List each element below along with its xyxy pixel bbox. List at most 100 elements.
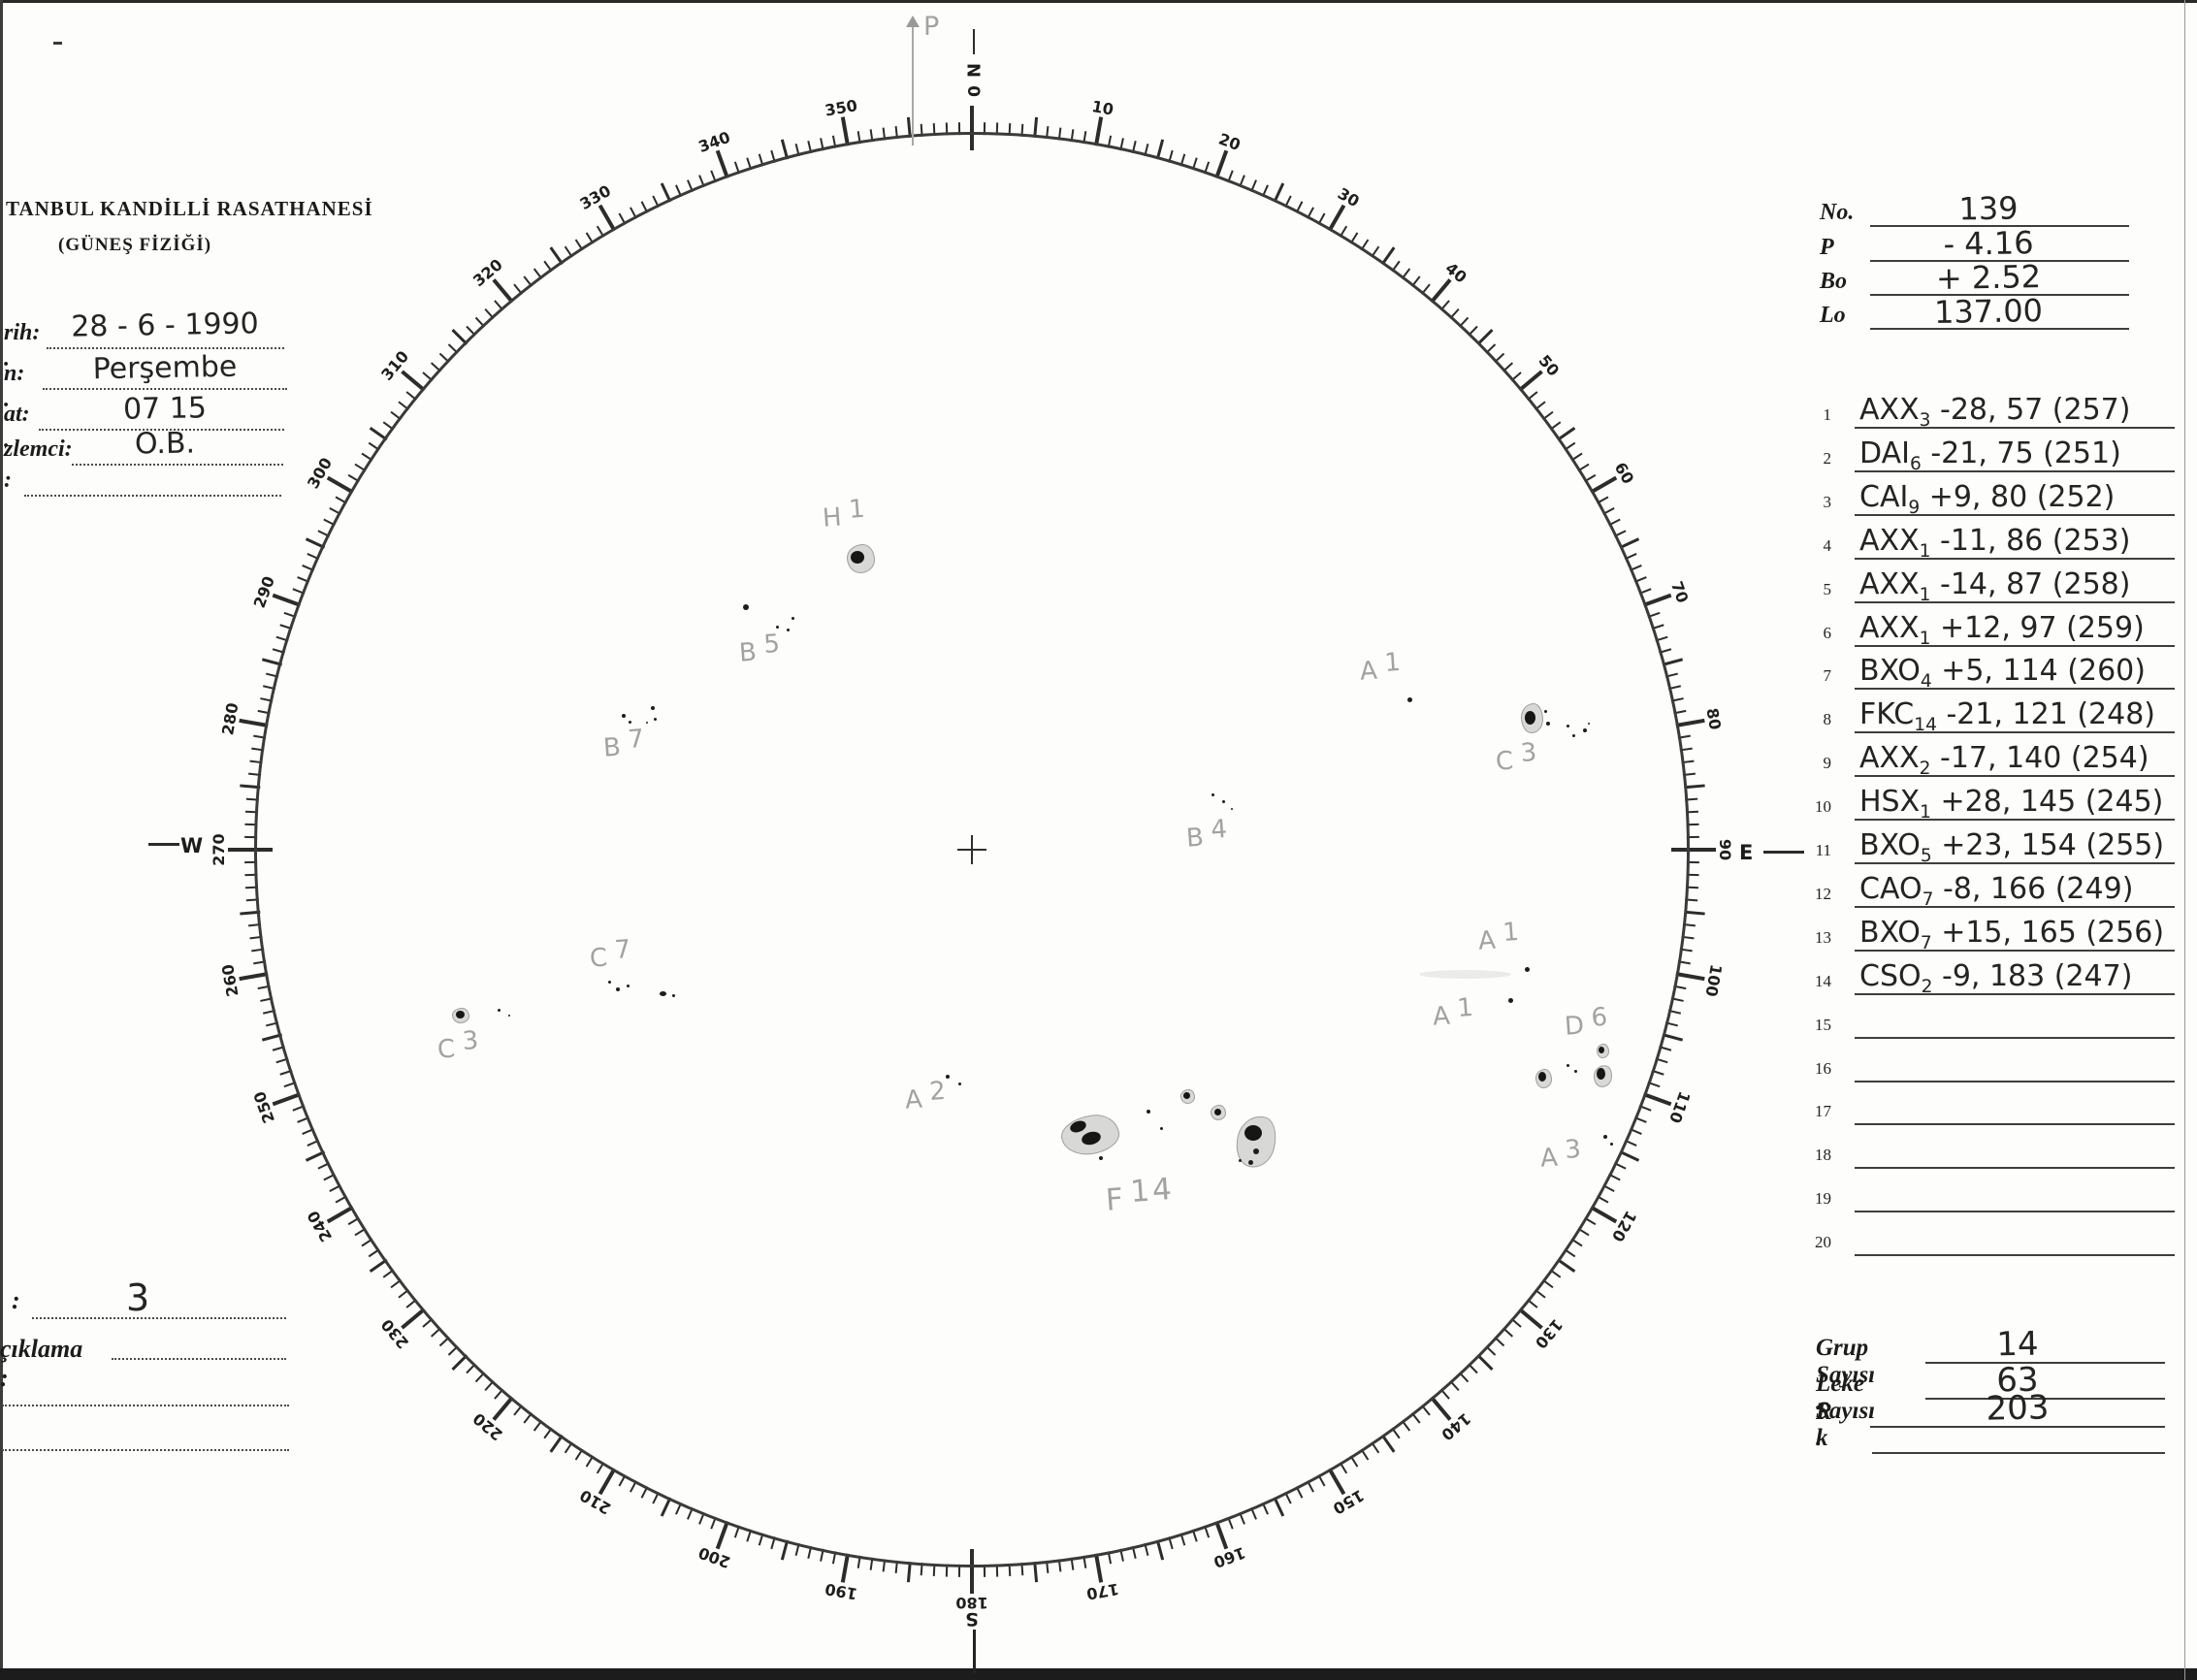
sunspot-dot: [1253, 1148, 1259, 1154]
field-label: n: .: [4, 361, 25, 412]
sunspot-dot: [646, 722, 648, 724]
group-row-entry: FKC14 -21, 121 (248): [1859, 697, 2155, 736]
scan-speck: [53, 42, 62, 45]
notes-dotted-line: [2, 1449, 289, 1451]
field-dotted-line: [72, 464, 283, 466]
sunspot-dot: [743, 604, 749, 610]
summary-label: Grup Sayısı .: [1816, 1335, 1876, 1415]
aciklama-label: çıklama :: [0, 1335, 83, 1392]
scan-border-top: [0, 0, 2197, 3]
notes-dotted-line: [2, 1405, 289, 1406]
sunspot-dot: [1543, 709, 1547, 713]
north-zero-label: 0: [963, 85, 983, 97]
sunspot-group-label: A1: [1359, 647, 1405, 687]
degree-label: 100: [1701, 962, 1726, 998]
sunspot-um: [1596, 1068, 1605, 1080]
degree-label: 290: [249, 573, 278, 611]
summary-label: R: [1816, 1399, 1832, 1425]
sunspot-dot: [1588, 723, 1590, 725]
group-row-entry: HSX1 +28, 145 (245): [1859, 785, 2164, 824]
summary-line: [1925, 1362, 2165, 1364]
observatory-subtitle: (GÜNEŞ FİZİĞİ): [58, 235, 212, 255]
group-row-number: 3: [1823, 492, 1832, 511]
sunspot-dot: [1571, 733, 1575, 737]
summary-label: k: [1816, 1425, 1828, 1451]
group-row-number: 10: [1815, 797, 1831, 817]
degree-label: 130: [1531, 1315, 1567, 1353]
group-row-number: 20: [1815, 1233, 1831, 1252]
group-row-number: 17: [1815, 1102, 1831, 1121]
scan-border-left: [0, 0, 3, 1680]
degree-tick: [228, 848, 257, 852]
group-row-number: 9: [1823, 754, 1832, 773]
degree-label: 40: [1441, 258, 1470, 287]
group-row-number: 16: [1815, 1058, 1831, 1078]
field-dotted-line: [39, 429, 284, 431]
group-row-line: [1855, 949, 2175, 952]
group-row-line: [1855, 862, 2175, 864]
sunspot-dot: [1231, 808, 1233, 810]
ephemeris-value: 137.00: [1933, 292, 2044, 331]
group-row-line: [1855, 513, 2175, 516]
north-line: [973, 29, 975, 54]
east-dash: [1763, 851, 1804, 854]
sunspot-dot: [497, 1008, 501, 1012]
p-arrow-line: [912, 17, 914, 145]
group-row-line: [1855, 731, 2175, 734]
degree-label: 230: [377, 1315, 413, 1353]
sunspot-dot: [1159, 1126, 1163, 1130]
sunspot-um: [1599, 1046, 1604, 1053]
group-row-line: [1855, 905, 2175, 908]
sunspot-dot: [1238, 1158, 1242, 1162]
degree-label: 220: [468, 1408, 506, 1444]
degree-label: 110: [1665, 1088, 1695, 1126]
sunspot-group-label: A1: [1477, 917, 1523, 956]
sunspot-dot: [1573, 1069, 1577, 1073]
sunspot-group-label: B7: [602, 724, 648, 763]
sunspot-group-label: A2: [904, 1076, 950, 1115]
group-row-number: 4: [1823, 535, 1832, 555]
summary-label: Leke Sayısı .: [1816, 1371, 1876, 1451]
group-row-number: 2: [1823, 448, 1832, 468]
group-row-entry: CSO2 -9, 183 (247): [1859, 958, 2133, 997]
group-row-number: 13: [1815, 927, 1831, 947]
group-row-line: [1855, 1036, 2175, 1039]
group-row-line: [1855, 644, 2175, 647]
group-row-entry: AXX1 -14, 87 (258): [1859, 566, 2131, 605]
degree-label: 190: [824, 1579, 859, 1603]
sunspot-um: [851, 550, 864, 564]
sunspot-dot: [626, 984, 630, 987]
degree-label: 20: [1215, 129, 1244, 155]
degree-label: 270: [210, 833, 228, 866]
ephemeris-label: No.: [1820, 200, 1855, 225]
group-row-entry: AXX3 -28, 57 (257): [1859, 393, 2131, 431]
sunspot-group-label: B4: [1185, 814, 1231, 854]
group-row-line: [1855, 469, 2175, 472]
west-label: W: [180, 834, 204, 857]
sunspot-dot: [1609, 1142, 1613, 1146]
sunspot-dot: [628, 720, 631, 724]
sunspot-dot: [607, 980, 611, 984]
ephemeris-line: [1870, 260, 2129, 262]
group-row-line: [1855, 688, 2175, 691]
quality-dotted-line: [32, 1317, 286, 1319]
degree-label: 250: [249, 1088, 278, 1126]
group-row-line: [1855, 600, 2175, 603]
group-row-line: [1855, 1080, 2175, 1082]
degree-label: 310: [377, 346, 413, 384]
group-row-line: [1855, 557, 2175, 560]
sunspot-group-label: A3: [1539, 1134, 1585, 1174]
p-arrow-label: P: [923, 12, 940, 42]
degree-tick: [840, 1553, 850, 1583]
field-dotted-line: [24, 495, 281, 497]
ephemeris-line: [1870, 225, 2129, 227]
group-row-entry: BXO7 +15, 165 (256): [1859, 915, 2165, 953]
sunspot-dot: [1524, 966, 1530, 972]
sunspot-dot: [653, 717, 657, 721]
sunspot-group-label: H1: [822, 494, 869, 533]
sunspot-um: [1538, 1072, 1546, 1082]
degree-label: 50: [1535, 351, 1564, 380]
sunspot-dot: [1099, 1156, 1103, 1160]
quality-value: 3: [126, 1276, 150, 1319]
sunspot-dot: [1583, 728, 1587, 732]
